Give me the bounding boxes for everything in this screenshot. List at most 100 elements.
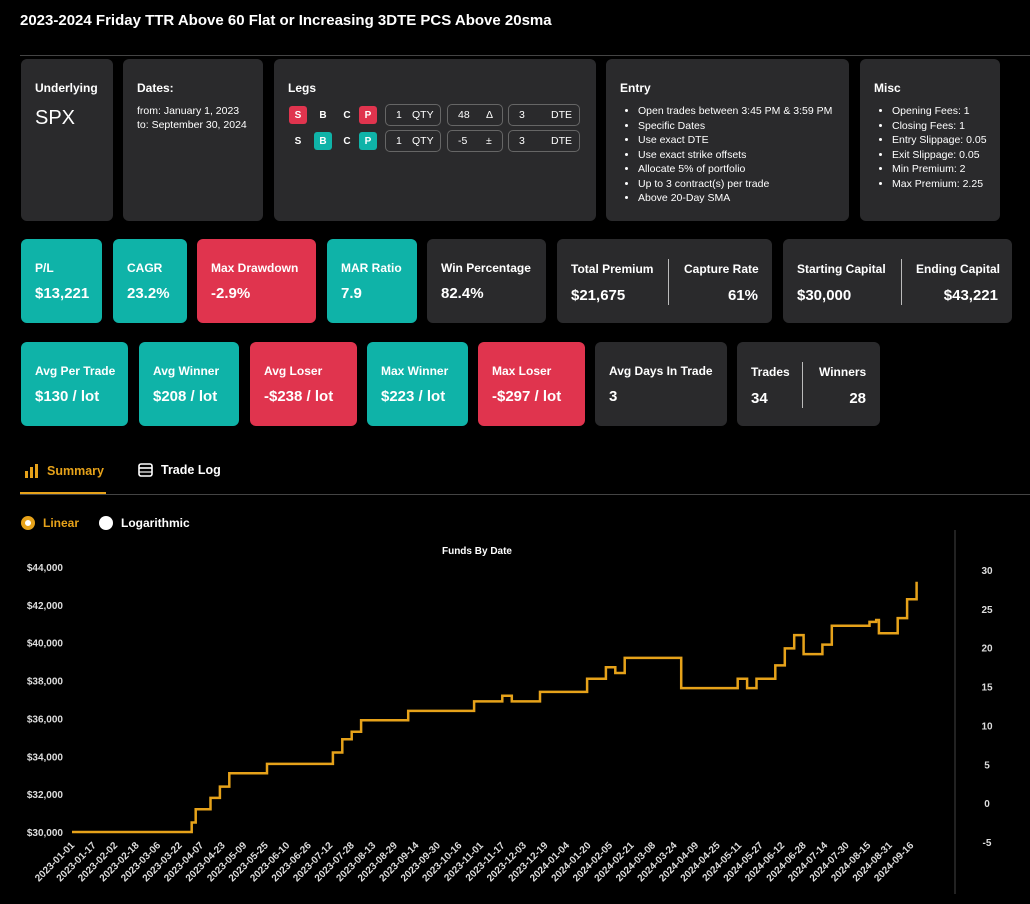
misc-list: Opening Fees: 1 Closing Fees: 1 Entry Sl…: [878, 104, 987, 191]
leg1-dte-field[interactable]: 3 DTE: [508, 104, 580, 126]
avg-days-label: Avg Days In Trade: [609, 364, 713, 378]
max-winner-value: $223 / lot: [381, 388, 446, 405]
y-tick-label: $32,000: [27, 790, 64, 801]
total-premium-label: Total Premium: [571, 262, 654, 276]
pl-value: $13,221: [35, 285, 90, 302]
capital-stat: Starting Capital $30,000 Ending Capital …: [783, 239, 1012, 323]
winners-value: 28: [849, 390, 866, 407]
avg-loser-value: -$238 / lot: [264, 388, 334, 405]
ending-capital-label: Ending Capital: [916, 262, 1000, 276]
leg2-dte: 3: [519, 135, 525, 147]
logarithmic-radio-label: Logarithmic: [121, 516, 190, 530]
mar-ratio-stat: MAR Ratio 7.9: [327, 239, 417, 323]
leg1-qty-unit: QTY: [412, 109, 434, 121]
misc-item: Entry Slippage: 0.05: [892, 133, 987, 148]
tab-summary-label: Summary: [47, 463, 104, 478]
table-icon: [138, 463, 153, 477]
avg-loser-label: Avg Loser: [264, 364, 323, 378]
misc-item: Max Premium: 2.25: [892, 177, 987, 192]
tab-trade-log[interactable]: Trade Log: [138, 463, 221, 477]
radio-unselected-icon: [99, 516, 113, 530]
premium-stat: Total Premium $21,675 Capture Rate 61%: [557, 239, 772, 323]
starting-capital-label: Starting Capital: [797, 262, 886, 276]
leg2-offset: -5: [458, 135, 468, 147]
logarithmic-radio[interactable]: Logarithmic: [99, 516, 190, 530]
max-loser-value: -$297 / lot: [492, 388, 562, 405]
y2-tick-label: 30: [981, 566, 993, 577]
max-loser-stat: Max Loser -$297 / lot: [478, 342, 585, 426]
leg1-call-toggle[interactable]: C: [343, 109, 351, 121]
divider: [668, 259, 669, 305]
total-premium-value: $21,675: [571, 287, 626, 304]
leg2-buy-toggle[interactable]: B: [314, 132, 332, 150]
misc-label: Misc: [874, 81, 901, 95]
max-loser-label: Max Loser: [492, 364, 552, 378]
avg-days-stat: Avg Days In Trade 3: [595, 342, 727, 426]
y-tick-label: $36,000: [27, 714, 64, 725]
underlying-card: Underlying SPX: [21, 59, 113, 221]
avg-winner-stat: Avg Winner $208 / lot: [139, 342, 239, 426]
starting-capital-value: $30,000: [797, 287, 852, 304]
y2-tick-label: 20: [981, 644, 993, 655]
underlying-value: SPX: [35, 107, 76, 129]
max-drawdown-label: Max Drawdown: [211, 261, 299, 275]
misc-item: Exit Slippage: 0.05: [892, 148, 987, 163]
y2-tick-label: 15: [981, 683, 993, 694]
leg2-qty: 1: [396, 135, 402, 147]
misc-item: Min Premium: 2: [892, 162, 987, 177]
leg2-offset-field[interactable]: -5 ±: [447, 130, 503, 152]
chart-title: Funds By Date: [442, 546, 512, 557]
max-drawdown-value: -2.9%: [211, 285, 251, 302]
leg1-sell-toggle[interactable]: S: [289, 106, 307, 124]
page-title: 2023-2024 Friday TTR Above 60 Flat or In…: [20, 12, 552, 29]
divider: [20, 55, 1030, 56]
max-drawdown-stat: Max Drawdown -2.9%: [197, 239, 316, 323]
y2-tick-label: 10: [981, 721, 993, 732]
bar-chart-icon: [25, 464, 38, 478]
entry-item: Up to 3 contract(s) per trade: [638, 177, 832, 192]
entry-item: Open trades between 3:45 PM & 3:59 PM: [638, 104, 832, 119]
avg-winner-label: Avg Winner: [153, 364, 220, 378]
leg1-delta: 48: [458, 109, 470, 121]
pl-label: P/L: [35, 261, 54, 275]
leg2-put-toggle[interactable]: P: [359, 132, 377, 150]
leg2-call-toggle[interactable]: C: [343, 135, 351, 147]
y2-tick-label: 0: [984, 799, 990, 810]
radio-selected-icon: [21, 516, 35, 530]
y-tick-label: $30,000: [27, 828, 64, 839]
y-tick-label: $38,000: [27, 677, 64, 688]
tab-summary[interactable]: Summary: [24, 463, 104, 478]
win-percentage-value: 82.4%: [441, 285, 484, 302]
divider: [901, 259, 902, 305]
leg2-qty-unit: QTY: [412, 135, 434, 147]
leg1-put-toggle[interactable]: P: [359, 106, 377, 124]
mar-ratio-value: 7.9: [341, 285, 362, 302]
entry-item: Use exact strike offsets: [638, 148, 832, 163]
legs-label: Legs: [288, 81, 317, 95]
tab-trade-log-label: Trade Log: [161, 463, 221, 477]
avg-per-trade-stat: Avg Per Trade $130 / lot: [21, 342, 128, 426]
leg2-offset-symbol: ±: [486, 135, 492, 147]
max-winner-stat: Max Winner $223 / lot: [367, 342, 468, 426]
leg2-dte-unit: DTE: [551, 135, 572, 147]
trades-stat: Trades 34 Winners 28: [737, 342, 880, 426]
leg2-dte-field[interactable]: 3 DTE: [508, 130, 580, 152]
funds-line: [72, 581, 918, 834]
y-tick-label: $44,000: [27, 563, 64, 574]
leg2-sell-toggle[interactable]: S: [294, 135, 302, 147]
y-tick-label: $42,000: [27, 601, 64, 612]
linear-radio[interactable]: Linear: [21, 516, 79, 530]
max-winner-label: Max Winner: [381, 364, 449, 378]
leg1-buy-toggle[interactable]: B: [319, 109, 327, 121]
ending-capital-value: $43,221: [943, 287, 998, 304]
leg2-qty-field[interactable]: 1 QTY: [385, 130, 441, 152]
leg1-qty-field[interactable]: 1 QTY: [385, 104, 441, 126]
funds-chart: Funds By Date $30,000 $32,000 $34,000 $36,00…: [27, 530, 993, 894]
entry-item: Use exact DTE: [638, 133, 832, 148]
misc-card: Misc Opening Fees: 1 Closing Fees: 1 Ent…: [860, 59, 1000, 221]
y-tick-label: $40,000: [27, 639, 64, 650]
y2-tick-label: 25: [981, 605, 993, 616]
entry-item: Above 20-Day SMA: [638, 191, 832, 206]
leg1-delta-field[interactable]: 48 Δ: [447, 104, 503, 126]
legs-card: Legs S B C P 1 QTY 48 Δ 3 DTE S B C P 1 …: [274, 59, 596, 221]
